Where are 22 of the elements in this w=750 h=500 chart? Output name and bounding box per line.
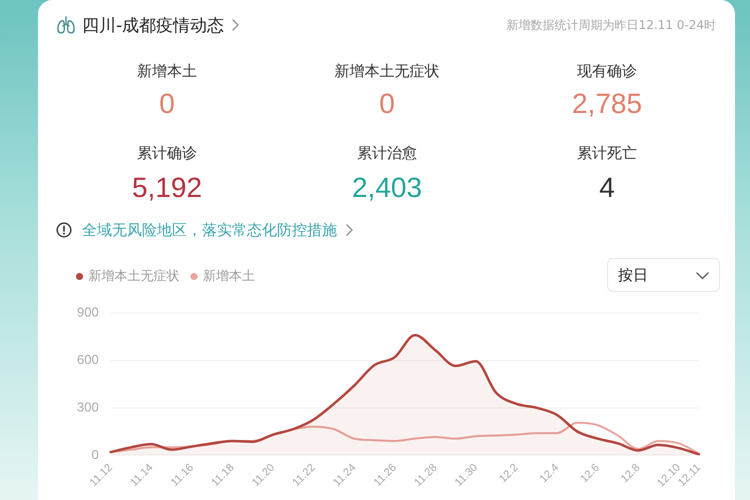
text: 四川-成都疫情动态 xyxy=(82,14,224,36)
text: 4 xyxy=(599,172,615,204)
text: 新增本土无症状 xyxy=(334,62,440,81)
text: 0 xyxy=(379,88,395,120)
y-tick-label: 900 xyxy=(76,304,99,320)
legend-label: 新增本土无症状 xyxy=(88,268,180,284)
y-tick-label: 300 xyxy=(76,399,99,414)
y-tick-label: 0 xyxy=(91,446,99,462)
legend-label: 新增本土 xyxy=(203,268,255,284)
text: 全域无风险地区，落实常态化防控措施 xyxy=(82,220,337,240)
text: 现有确诊 xyxy=(577,62,637,81)
text: 新增数据统计周期为昨日12.11 0-24时 xyxy=(506,17,716,34)
text: 累计死亡 xyxy=(577,144,637,163)
text: 5,192 xyxy=(132,172,202,204)
text: 2,785 xyxy=(572,88,642,120)
text: 2,403 xyxy=(352,172,422,204)
text: 新增本土 xyxy=(137,62,197,81)
text: 累计治愈 xyxy=(357,144,417,163)
y-tick-label: 600 xyxy=(76,352,99,367)
dropdown-select: 按日 xyxy=(607,258,720,292)
text: 累计确诊 xyxy=(137,144,197,163)
text: 0 xyxy=(159,88,175,120)
